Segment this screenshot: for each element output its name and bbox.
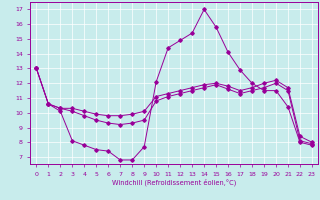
X-axis label: Windchill (Refroidissement éolien,°C): Windchill (Refroidissement éolien,°C) [112, 178, 236, 186]
